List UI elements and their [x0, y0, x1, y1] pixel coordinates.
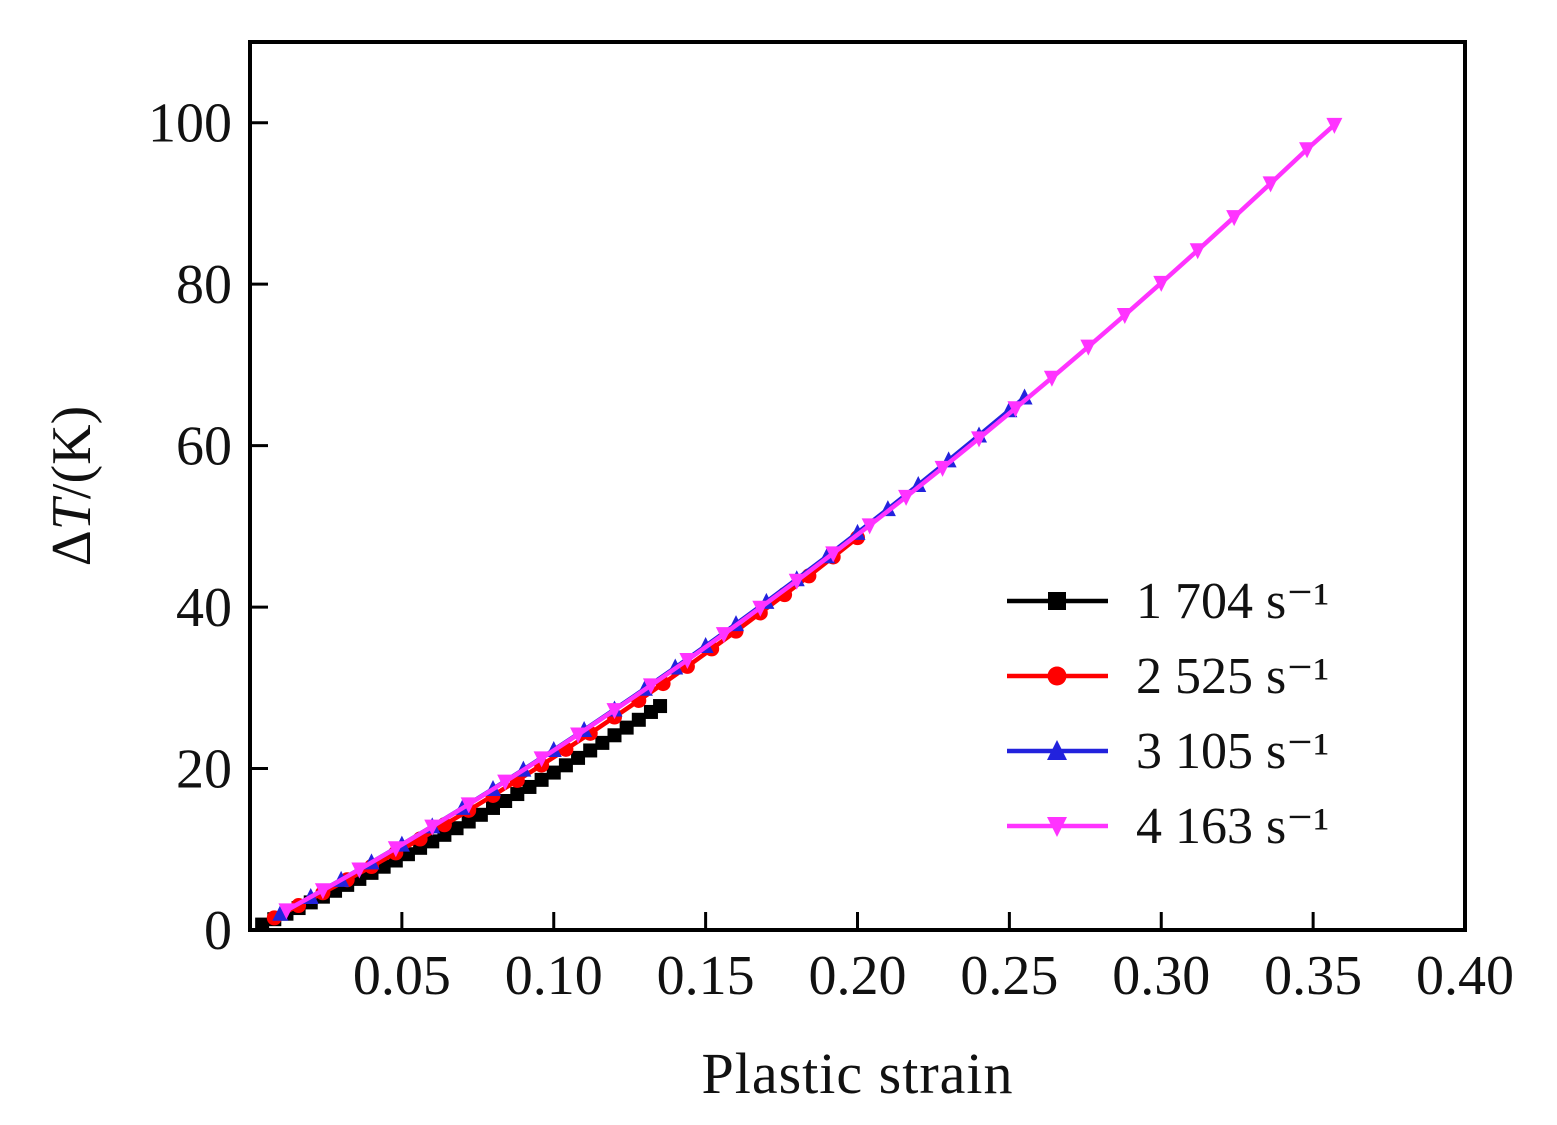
- series-line: [273, 535, 859, 920]
- series-triangle-down: [278, 117, 1343, 920]
- x-tick-label: 0.15: [657, 945, 755, 1007]
- legend-label: 2 525 s⁻¹: [1136, 648, 1330, 705]
- y-tick-label: 80: [176, 254, 232, 316]
- triangle-up-marker-icon: [1007, 740, 1108, 760]
- x-tick-label: 0.20: [809, 945, 907, 1007]
- x-tick-label: 0.30: [1112, 945, 1210, 1007]
- x-tick-label: 0.35: [1264, 945, 1362, 1007]
- x-tick-label: 0.40: [1416, 945, 1514, 1007]
- x-tick-label: 0.05: [353, 945, 451, 1007]
- axes: 0.05 0.10 0.15 0.20 0.25 0.30 0.35 0.40 0 20 40 60 8…: [148, 93, 1514, 1007]
- y-tick-label: 100: [148, 93, 232, 155]
- series-line: [279, 395, 1027, 916]
- y-tick-label: 40: [176, 577, 232, 639]
- y-axis-label: ΔT/(K): [41, 405, 103, 567]
- x-tick-label: 0.25: [960, 945, 1058, 1007]
- plot-frame: [248, 40, 1467, 932]
- legend: 1 704 s⁻¹ 2 525 s⁻¹ 3 105 s⁻¹ 4 163 s⁻¹: [1005, 570, 1329, 857]
- legend-item: 3 105 s⁻¹: [1005, 720, 1329, 782]
- square-marker-icon: [1007, 592, 1108, 610]
- legend-item: 2 525 s⁻¹: [1005, 645, 1329, 707]
- legend-item: 4 163 s⁻¹: [1005, 795, 1329, 857]
- series-triangle-up: [272, 388, 1033, 921]
- legend-label: 3 105 s⁻¹: [1136, 723, 1330, 780]
- y-tick-label: 0: [204, 900, 232, 962]
- legend-item: 1 704 s⁻¹: [1005, 570, 1329, 632]
- x-tick-label: 0.10: [505, 945, 603, 1007]
- triangle-down-marker-icon: [1007, 817, 1108, 837]
- x-axis-label: Plastic strain: [701, 1041, 1014, 1106]
- y-tick-label: 20: [176, 739, 232, 801]
- legend-label: 4 163 s⁻¹: [1136, 798, 1330, 855]
- legend-label: 1 704 s⁻¹: [1136, 573, 1330, 630]
- circle-marker-icon: [1007, 666, 1108, 686]
- y-tick-label: 60: [176, 416, 232, 478]
